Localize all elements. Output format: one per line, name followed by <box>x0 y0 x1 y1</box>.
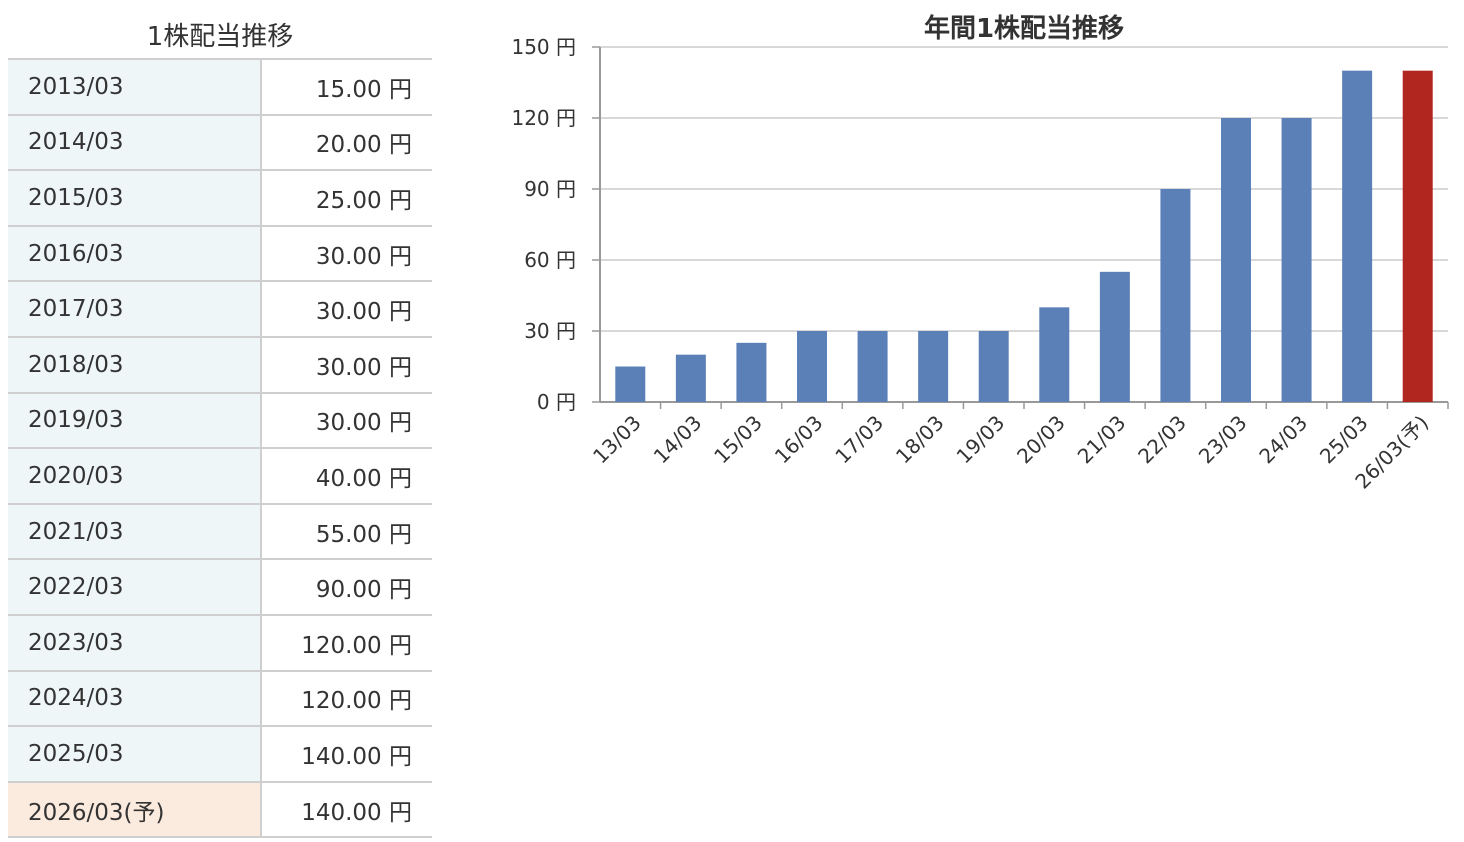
dividend-value-cell: 15.00 円 <box>261 58 432 115</box>
bar <box>978 331 1009 402</box>
bar <box>1160 189 1191 402</box>
period-cell: 2023/03 <box>8 613 262 671</box>
y-tick-label: 30 円 <box>524 319 576 343</box>
x-tick-label: 15/03 <box>709 411 767 469</box>
period-cell: 2016/03 <box>8 224 262 282</box>
bar <box>736 342 767 402</box>
dividend-value-cell: 140.00 円 <box>261 780 432 839</box>
y-tick-label: 90 円 <box>524 177 576 201</box>
period-cell: 2017/03 <box>8 280 262 337</box>
dividend-value-cell: 30.00 円 <box>261 224 432 282</box>
x-tick-label: 19/03 <box>952 411 1010 469</box>
bar <box>615 366 646 402</box>
period-cell: 2022/03 <box>8 558 262 615</box>
dividend-value-cell: 30.00 円 <box>261 335 432 393</box>
dividend-value-cell: 55.00 円 <box>261 502 432 560</box>
dividend-value-cell: 140.00 円 <box>261 725 432 782</box>
dividend-table: 2013/03 15.00 円 2014/03 20.00 円 2015/03 25.00… <box>8 58 432 839</box>
dividend-value-cell: 40.00 円 <box>261 447 432 504</box>
x-tick-label: 14/03 <box>649 411 707 469</box>
x-tick-label: 13/03 <box>588 411 646 469</box>
y-tick-label: 150 円 <box>511 35 576 59</box>
period-cell: 2018/03 <box>8 335 262 393</box>
x-tick-label: 18/03 <box>891 411 949 469</box>
table-row: 2021/03 55.00 円 <box>8 502 432 560</box>
period-cell: 2026/03(予) <box>8 780 262 839</box>
dividend-value-cell: 25.00 円 <box>261 169 432 226</box>
table-row: 2026/03(予) 140.00 円 <box>8 780 432 839</box>
bar <box>1342 70 1373 403</box>
x-tick-label: 21/03 <box>1073 411 1131 469</box>
table-row: 2017/03 30.00 円 <box>8 280 432 337</box>
period-cell: 2013/03 <box>8 58 262 115</box>
table-row: 2013/03 15.00 円 <box>8 58 432 115</box>
dividend-table-body: 2013/03 15.00 円 2014/03 20.00 円 2015/03 25.00… <box>8 58 432 839</box>
table-row: 2020/03 40.00 円 <box>8 447 432 504</box>
chart-title: 年間1株配当推移 <box>924 13 1124 44</box>
bar <box>1281 118 1312 402</box>
table-row: 2018/03 30.00 円 <box>8 335 432 393</box>
period-cell: 2021/03 <box>8 502 262 560</box>
x-tick-label: 24/03 <box>1254 411 1312 469</box>
table-row: 2015/03 25.00 円 <box>8 169 432 226</box>
period-cell: 2025/03 <box>8 725 262 782</box>
table-row: 2019/03 30.00 円 <box>8 391 432 449</box>
dividend-value-cell: 120.00 円 <box>261 613 432 671</box>
bar <box>918 331 949 402</box>
x-tick-label: 25/03 <box>1315 411 1373 469</box>
bar <box>1099 271 1130 402</box>
bar <box>675 354 706 402</box>
table-row: 2024/03 120.00 円 <box>8 669 432 727</box>
x-tick-label: 20/03 <box>1012 411 1070 469</box>
table-row: 2023/03 120.00 円 <box>8 613 432 671</box>
bar <box>1039 307 1070 402</box>
period-cell: 2019/03 <box>8 391 262 449</box>
period-cell: 2014/03 <box>8 113 262 171</box>
dividend-value-cell: 90.00 円 <box>261 558 432 615</box>
x-tick-label: 22/03 <box>1133 411 1191 469</box>
bar <box>857 331 888 402</box>
dividend-table-panel: 1株配当推移 2013/03 15.00 円 2014/03 20.00 円 2015/… <box>8 14 432 839</box>
dividend-value-cell: 30.00 円 <box>261 280 432 337</box>
table-row: 2025/03 140.00 円 <box>8 725 432 782</box>
bar <box>1221 118 1251 402</box>
y-tick-label: 120 円 <box>511 106 576 130</box>
table-title: 1株配当推移 <box>146 22 294 52</box>
dividend-chart-svg: 年間1株配当推移 0 円 30 円 60 円 90 円 120 円 150 円 13/03 14… <box>511 13 1449 493</box>
dividend-chart: 年間1株配当推移 0 円 30 円 60 円 90 円 120 円 150 円 13/03 14… <box>470 0 1460 520</box>
table-row: 2014/03 20.00 円 <box>8 113 432 171</box>
dividend-value-cell: 120.00 円 <box>261 669 432 727</box>
period-cell: 2015/03 <box>8 169 262 226</box>
x-tick-label: 16/03 <box>770 411 828 469</box>
table-row: 2016/03 30.00 円 <box>8 224 432 282</box>
dividend-value-cell: 30.00 円 <box>261 391 432 449</box>
period-cell: 2020/03 <box>8 447 262 504</box>
period-cell: 2024/03 <box>8 669 262 727</box>
bar-forecast <box>1402 70 1433 403</box>
y-tick-label: 0 円 <box>537 390 576 414</box>
dividend-value-cell: 20.00 円 <box>261 113 432 171</box>
x-tick-label: 23/03 <box>1194 411 1252 469</box>
table-row: 2022/03 90.00 円 <box>8 558 432 615</box>
x-tick-label: 17/03 <box>830 411 888 469</box>
y-tick-label: 60 円 <box>524 248 576 272</box>
bar <box>797 331 827 402</box>
